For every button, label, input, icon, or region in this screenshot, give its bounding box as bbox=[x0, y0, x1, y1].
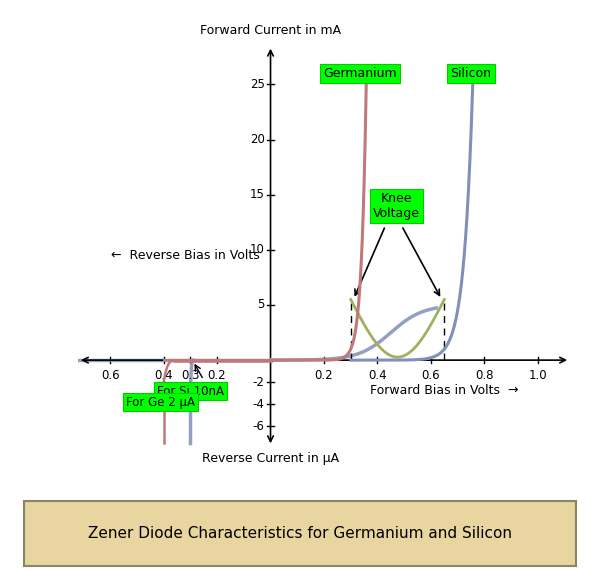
Text: Forward Bias in Volts  →: Forward Bias in Volts → bbox=[370, 384, 518, 398]
Text: 0.6: 0.6 bbox=[101, 369, 119, 382]
Text: 0.8: 0.8 bbox=[475, 369, 494, 382]
Text: 0.4: 0.4 bbox=[368, 369, 387, 382]
Text: 10: 10 bbox=[250, 243, 265, 256]
Text: 0.4: 0.4 bbox=[154, 369, 173, 382]
Text: 5: 5 bbox=[257, 299, 265, 312]
Text: 0.6: 0.6 bbox=[422, 369, 440, 382]
Text: Zener Diode Characteristics for Germanium and Silicon: Zener Diode Characteristics for Germaniu… bbox=[88, 526, 512, 541]
Text: Silicon: Silicon bbox=[451, 67, 491, 80]
Text: Germanium: Germanium bbox=[323, 67, 397, 80]
Text: ←  Reverse Bias in Volts: ← Reverse Bias in Volts bbox=[110, 249, 259, 262]
Text: 0.2: 0.2 bbox=[208, 369, 226, 382]
Text: Knee
Voltage: Knee Voltage bbox=[373, 192, 419, 220]
Text: 25: 25 bbox=[250, 78, 265, 91]
Text: 0.3: 0.3 bbox=[181, 369, 200, 382]
Text: 20: 20 bbox=[250, 133, 265, 146]
Text: For Ge 2 μA: For Ge 2 μA bbox=[127, 396, 196, 408]
Text: Forward Current in mA: Forward Current in mA bbox=[200, 24, 341, 37]
Text: -4: -4 bbox=[253, 398, 265, 411]
Text: 0.2: 0.2 bbox=[314, 369, 334, 382]
Text: 1.0: 1.0 bbox=[529, 369, 547, 382]
Text: Reverse Current in μA: Reverse Current in μA bbox=[202, 452, 339, 464]
Text: -2: -2 bbox=[253, 376, 265, 389]
Text: -6: -6 bbox=[253, 420, 265, 433]
Text: For Si 10nA: For Si 10nA bbox=[157, 384, 224, 398]
Text: 15: 15 bbox=[250, 188, 265, 201]
